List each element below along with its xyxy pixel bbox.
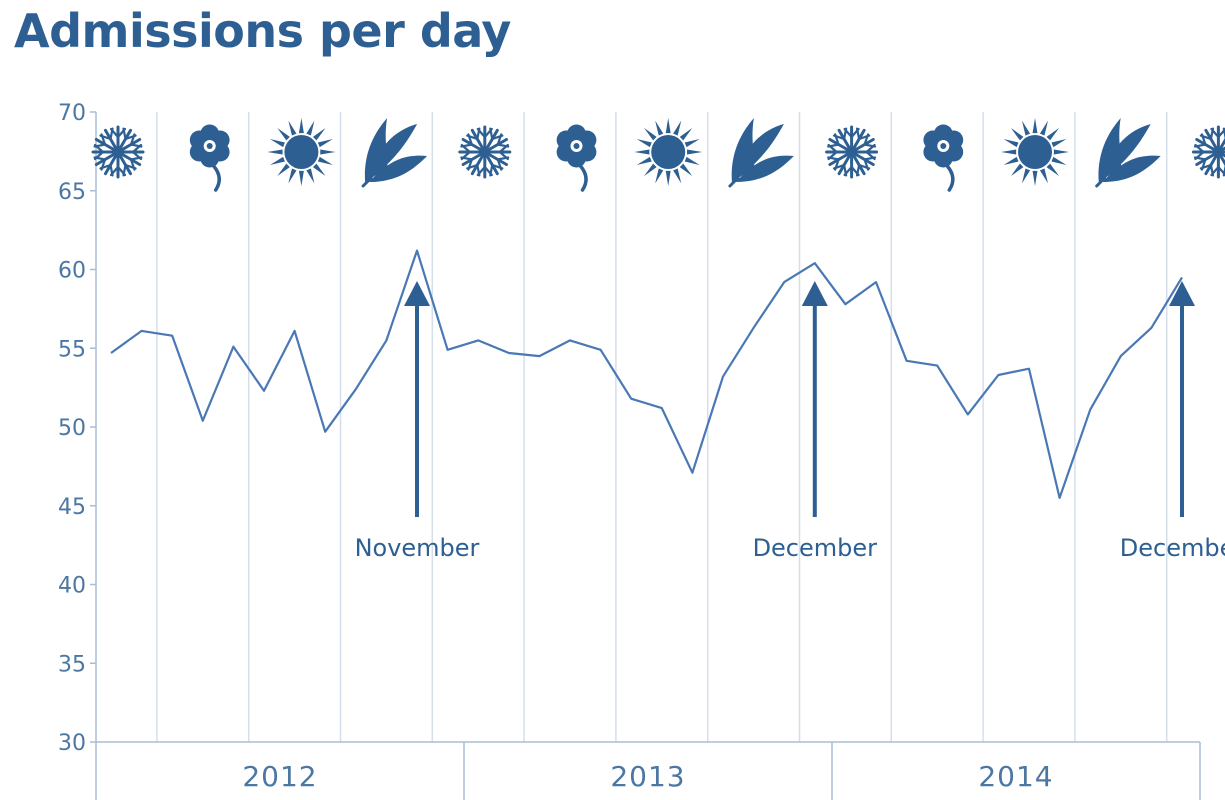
y-tick-label: 70 [58, 101, 86, 126]
y-tick-label: 60 [58, 259, 86, 284]
season-icons [91, 118, 1225, 192]
snowflake-icon [825, 125, 879, 179]
snowflake-icon [91, 125, 145, 179]
flower-icon [556, 124, 597, 192]
snowflake-icon [1191, 125, 1225, 179]
series-line-admissions [110, 249, 1183, 499]
y-tick-label: 45 [58, 495, 86, 520]
y-tick-label: 65 [58, 180, 86, 205]
annotation-label: December [753, 534, 878, 562]
y-tick-label: 50 [58, 416, 86, 441]
leaf-icon [1095, 118, 1161, 188]
year-label: 2012 [242, 760, 317, 793]
annotation-arrow [1169, 281, 1195, 517]
sun-icon [1001, 118, 1069, 186]
y-tick-label: 40 [58, 574, 86, 599]
annotations: November December December [355, 281, 1225, 562]
year-label: 2014 [978, 760, 1053, 793]
axes [95, 112, 1201, 800]
year-label: 2013 [610, 760, 685, 793]
leaf-icon [728, 118, 794, 188]
flower-icon [189, 124, 230, 192]
y-tick-labels: 30 35 40 45 50 55 60 65 70 [58, 101, 96, 756]
annotation-label: December [1120, 534, 1225, 562]
year-labels: 2012 2013 2014 [242, 760, 1053, 793]
chart-title: Admissions per day [14, 4, 511, 58]
sun-icon [634, 118, 703, 186]
y-tick-label: 30 [58, 731, 86, 756]
sun-icon [267, 118, 336, 186]
grid-lines [156, 112, 1168, 742]
annotation-arrow [801, 281, 828, 517]
leaf-icon [361, 118, 428, 188]
annotation-label: November [355, 534, 480, 562]
annotation-arrow [404, 281, 430, 517]
y-tick-label: 55 [58, 337, 86, 362]
flower-icon [923, 124, 964, 192]
series-line [110, 249, 1183, 499]
y-tick-label: 35 [58, 652, 86, 677]
snowflake-icon [458, 125, 512, 179]
